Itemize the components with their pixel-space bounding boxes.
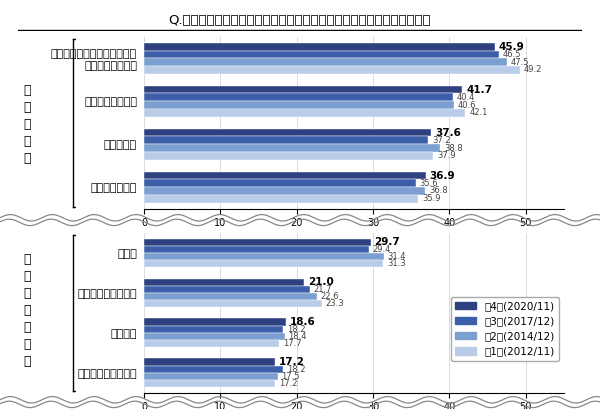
Bar <box>144 246 368 253</box>
Text: 37.9: 37.9 <box>437 151 456 160</box>
Bar <box>144 286 310 293</box>
Text: 49.2: 49.2 <box>524 65 542 74</box>
Text: 17.2: 17.2 <box>279 379 298 388</box>
Text: 37.2: 37.2 <box>432 136 451 145</box>
Text: 18.6: 18.6 <box>290 317 316 327</box>
Bar <box>144 86 463 94</box>
Text: 36.9: 36.9 <box>430 171 455 180</box>
Text: 40.4: 40.4 <box>457 93 475 102</box>
Bar <box>144 187 425 195</box>
Text: 【
飲
食
系
以
外
】: 【 飲 食 系 以 外 】 <box>23 253 31 369</box>
Text: 29.7: 29.7 <box>374 237 400 247</box>
Bar <box>144 340 279 347</box>
Text: 18.4: 18.4 <box>289 332 307 341</box>
Bar <box>144 333 284 340</box>
Text: 47.5: 47.5 <box>511 58 529 67</box>
Bar <box>144 195 418 202</box>
Bar <box>144 358 275 366</box>
Bar <box>144 279 304 286</box>
Bar <box>144 137 428 144</box>
Bar <box>144 373 278 380</box>
Bar <box>144 260 383 267</box>
Text: 18.2: 18.2 <box>287 325 305 334</box>
Text: 46.5: 46.5 <box>503 50 521 59</box>
Text: 17.7: 17.7 <box>283 339 302 348</box>
Text: 36.8: 36.8 <box>429 187 448 196</box>
Bar <box>144 144 440 152</box>
Text: 17.5: 17.5 <box>281 372 300 381</box>
Text: 31.4: 31.4 <box>388 252 406 261</box>
Text: 40.6: 40.6 <box>458 101 476 110</box>
Text: 45.9: 45.9 <box>499 42 524 52</box>
Text: Q.飲食店・レジャー施設で、普段ひとりで利用するものはありますか？: Q.飲食店・レジャー施設で、普段ひとりで利用するものはありますか？ <box>169 14 431 27</box>
Text: 35.6: 35.6 <box>419 179 438 188</box>
Bar <box>144 253 384 260</box>
Text: 21.7: 21.7 <box>314 285 332 294</box>
Bar <box>144 129 431 137</box>
Bar <box>144 101 454 109</box>
Text: 41.7: 41.7 <box>466 85 492 94</box>
Text: 18.2: 18.2 <box>287 364 305 373</box>
Text: 17.2: 17.2 <box>279 357 305 367</box>
Bar <box>144 300 322 307</box>
Bar <box>144 66 520 74</box>
Text: 22.6: 22.6 <box>320 292 339 301</box>
Text: 42.1: 42.1 <box>469 108 488 117</box>
Text: 【
飲
食
系
】: 【 飲 食 系 】 <box>23 84 31 165</box>
Text: 29.4: 29.4 <box>373 245 391 254</box>
Bar <box>144 293 317 300</box>
Text: 21.0: 21.0 <box>308 277 334 287</box>
Bar <box>144 319 286 326</box>
Text: 35.9: 35.9 <box>422 194 440 203</box>
Text: 37.6: 37.6 <box>435 128 461 137</box>
Bar <box>144 366 283 373</box>
Text: 31.3: 31.3 <box>387 259 406 268</box>
Bar <box>144 239 371 246</box>
Bar <box>144 380 275 387</box>
Bar <box>144 180 416 187</box>
Bar <box>144 109 466 117</box>
Text: 38.8: 38.8 <box>444 144 463 153</box>
Bar <box>144 152 433 160</box>
Bar <box>144 94 452 101</box>
Bar <box>144 326 283 333</box>
Legend: 第4回(2020/11), 第3回(2017/12), 第2回(2014/12), 第1回(2012/11): 第4回(2020/11), 第3回(2017/12), 第2回(2014/12)… <box>451 297 559 361</box>
Bar <box>144 58 507 66</box>
Bar <box>144 51 499 58</box>
Bar <box>144 172 426 180</box>
Text: 23.3: 23.3 <box>326 299 344 308</box>
Bar <box>144 43 494 51</box>
